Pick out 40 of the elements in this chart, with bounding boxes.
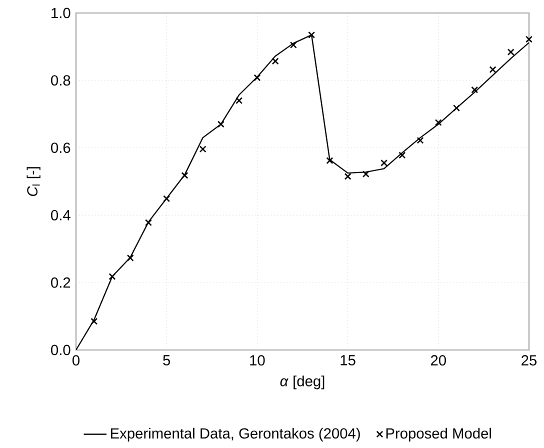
x-tick-label: 0 xyxy=(72,355,80,366)
point xyxy=(290,42,297,49)
legend-label: Proposed Model xyxy=(386,428,491,442)
x-tick-label: 5 xyxy=(163,355,170,366)
point xyxy=(144,219,152,226)
y-axis-title: C$_{l}$ [-] xyxy=(26,167,40,196)
point xyxy=(362,170,370,178)
y-tick-label: 0.0 xyxy=(51,344,70,356)
y-tick-label: 1.0 xyxy=(52,8,70,18)
point xyxy=(163,195,170,202)
point xyxy=(380,159,388,166)
point xyxy=(507,48,514,56)
x-tick-label: 15 xyxy=(340,355,356,366)
point xyxy=(326,157,334,164)
point xyxy=(489,66,496,74)
legend-label: Experimental Data, Gerontakos (2004) xyxy=(110,428,360,442)
point xyxy=(217,120,224,128)
point xyxy=(236,97,243,104)
x-tick-label: 20 xyxy=(430,355,446,366)
point xyxy=(453,104,460,112)
point xyxy=(126,254,134,262)
x-axis-title: α [deg] xyxy=(280,376,324,390)
x-tick-label: 10 xyxy=(250,355,265,366)
point xyxy=(471,86,478,94)
point xyxy=(199,146,206,153)
y-tick-label: 0.6 xyxy=(51,142,70,153)
point xyxy=(344,172,352,180)
point xyxy=(434,119,442,126)
point xyxy=(398,152,406,159)
y-tick-label: 0.2 xyxy=(51,277,70,288)
y-tick-label: 0.4 xyxy=(51,210,70,220)
point xyxy=(308,31,316,38)
point xyxy=(272,58,279,65)
point xyxy=(254,74,261,82)
point xyxy=(181,172,188,179)
point xyxy=(90,318,98,325)
y-tick-label: 0.8 xyxy=(51,75,70,86)
point xyxy=(416,136,424,144)
x-tick-label: 25 xyxy=(522,355,537,366)
point xyxy=(108,273,116,280)
